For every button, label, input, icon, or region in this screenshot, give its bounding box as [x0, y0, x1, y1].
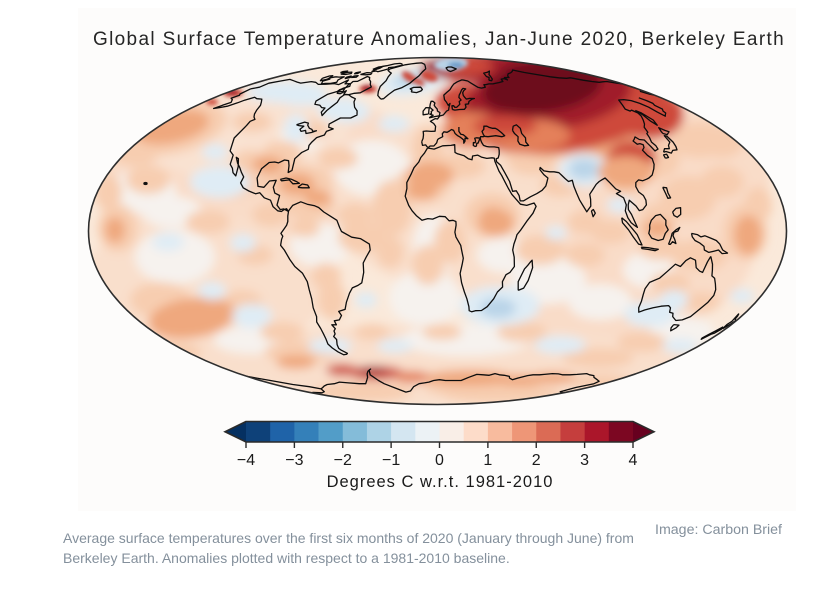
svg-text:0: 0	[435, 452, 444, 469]
svg-text:1: 1	[483, 452, 492, 469]
svg-text:2: 2	[532, 452, 541, 469]
svg-text:3: 3	[580, 452, 589, 469]
svg-text:−1: −1	[382, 452, 400, 469]
svg-text:4: 4	[629, 452, 638, 469]
svg-text:Global Surface Temperature Ano: Global Surface Temperature Anomalies, Ja…	[93, 29, 785, 50]
svg-text:Degrees C w.r.t. 1981-2010: Degrees C w.r.t. 1981-2010	[327, 473, 554, 491]
svg-text:−4: −4	[237, 452, 255, 469]
svg-text:−3: −3	[285, 452, 303, 469]
svg-text:−2: −2	[334, 452, 352, 469]
